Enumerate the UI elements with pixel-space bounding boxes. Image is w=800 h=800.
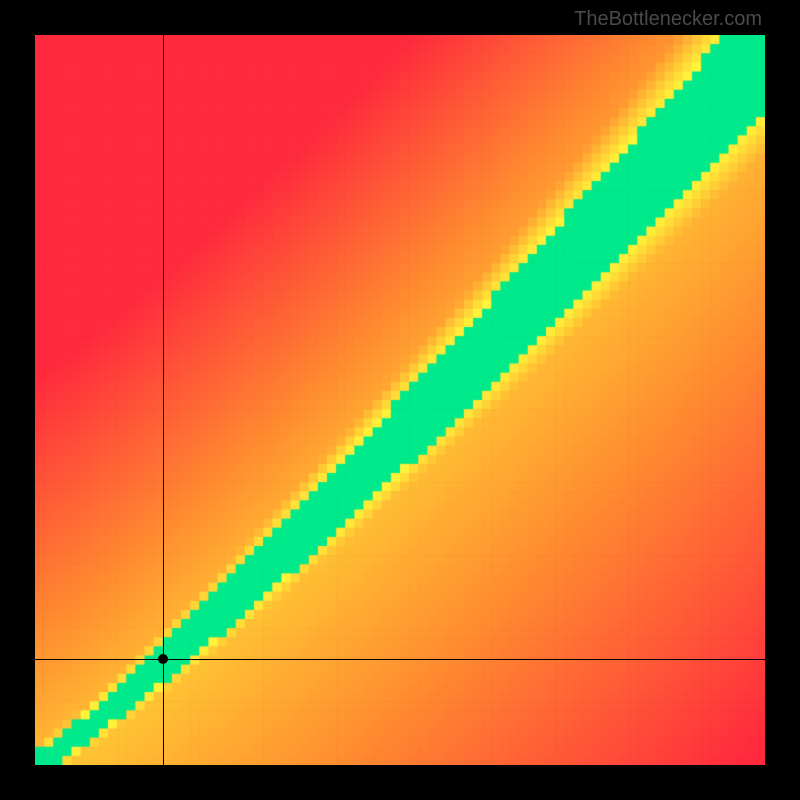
- attribution-text: TheBottlenecker.com: [574, 8, 762, 31]
- crosshair-dot: [158, 654, 168, 664]
- crosshair-horizontal: [35, 659, 765, 660]
- heatmap-plot: [35, 35, 765, 765]
- heatmap-canvas: [35, 35, 765, 765]
